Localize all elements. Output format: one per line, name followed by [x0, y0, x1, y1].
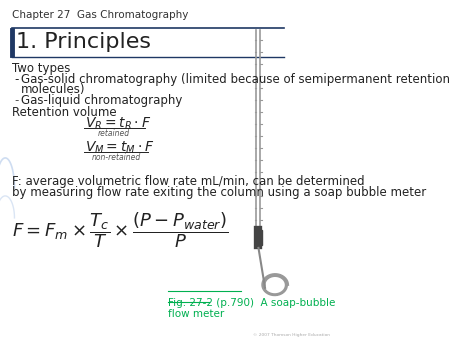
Text: $V_M = t_M \cdot F$: $V_M = t_M \cdot F$	[86, 140, 155, 156]
Text: F: average volumetric flow rate mL/min, can be determined: F: average volumetric flow rate mL/min, …	[12, 175, 364, 188]
Text: by measuring flow rate exiting the column using a soap bubble meter: by measuring flow rate exiting the colum…	[12, 186, 426, 199]
Text: © 2007 Thomson Higher Education: © 2007 Thomson Higher Education	[253, 333, 330, 337]
Text: non-retained: non-retained	[92, 153, 141, 162]
Text: Gas-liquid chromatography: Gas-liquid chromatography	[21, 94, 182, 107]
Text: Fig. 27-2 (p.790)  A soap-bubble: Fig. 27-2 (p.790) A soap-bubble	[168, 298, 335, 308]
Text: -: -	[14, 73, 19, 86]
Text: $V_R = t_R \cdot F$: $V_R = t_R \cdot F$	[86, 116, 152, 132]
Text: -: -	[14, 94, 19, 107]
Text: Retention volume: Retention volume	[12, 106, 117, 119]
Text: retained: retained	[97, 129, 130, 138]
Bar	[255, 230, 262, 245]
Text: 1. Principles: 1. Principles	[17, 32, 152, 52]
Text: molecules): molecules)	[21, 83, 86, 96]
Text: $F = F_m \times \dfrac{T_c}{T} \times \dfrac{(P - P_{water})}{P}$: $F = F_m \times \dfrac{T_c}{T} \times \d…	[12, 210, 229, 249]
Text: Gas-solid chromatography (limited because of semipermanent retention of polar: Gas-solid chromatography (limited becaus…	[21, 73, 450, 86]
Text: flow meter: flow meter	[168, 309, 224, 319]
Text: Chapter 27  Gas Chromatography: Chapter 27 Gas Chromatography	[12, 10, 188, 20]
Text: Two types: Two types	[12, 62, 70, 75]
